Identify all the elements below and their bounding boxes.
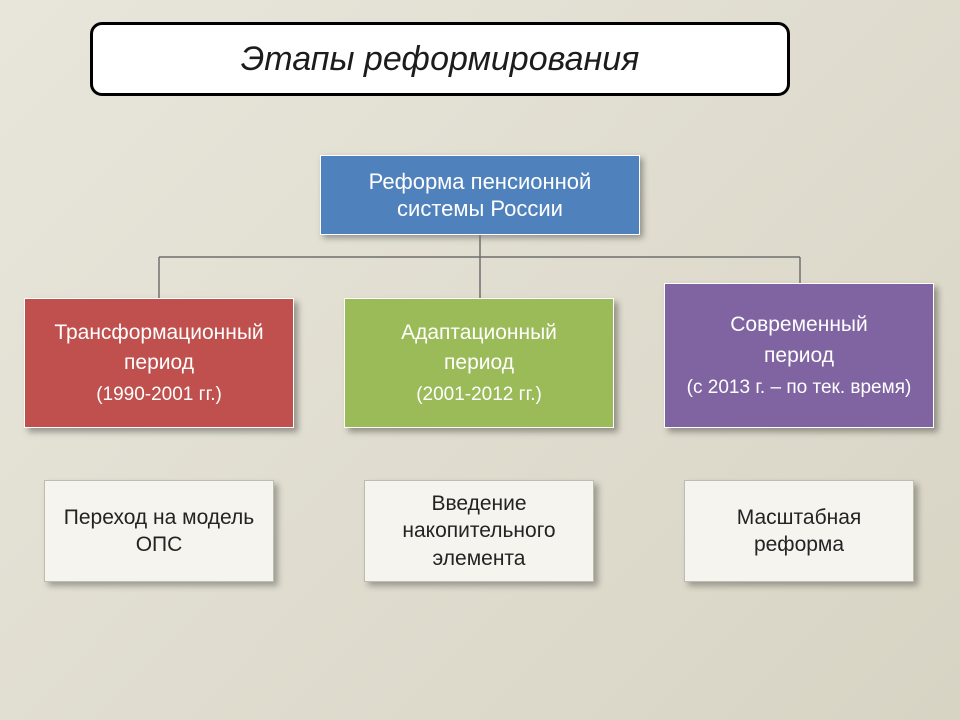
stage-3-line1: Современный	[730, 312, 868, 338]
stage-node-2: Адаптационный период (2001-2012 гг.)	[344, 298, 614, 428]
stage-3-line2: период	[764, 343, 834, 369]
root-node: Реформа пенсионной системы России	[320, 155, 640, 235]
stage-node-3: Современный период (с 2013 г. – по тек. …	[664, 283, 934, 428]
stage-desc-3: Масштабная реформа	[684, 480, 914, 582]
stage-2-dates: (2001-2012 гг.)	[416, 384, 542, 406]
stage-1-dates: (1990-2001 гг.)	[96, 384, 222, 406]
stage-node-1: Трансформационный период (1990-2001 гг.)	[24, 298, 294, 428]
stage-1-line2: период	[124, 350, 194, 376]
stage-desc-2: Введение накопительного элемента	[364, 480, 594, 582]
stage-desc-1: Переход на модель ОПС	[44, 480, 274, 582]
page-title-box: Этапы реформирования	[90, 22, 790, 96]
stage-3-dates: (с 2013 г. – по тек. время)	[687, 377, 912, 399]
stage-2-line1: Адаптационный	[401, 320, 557, 346]
page-title: Этапы реформирования	[241, 40, 640, 79]
stage-2-line2: период	[444, 350, 514, 376]
stage-1-line1: Трансформационный	[54, 320, 263, 346]
root-node-label: Реформа пенсионной системы России	[331, 168, 629, 223]
